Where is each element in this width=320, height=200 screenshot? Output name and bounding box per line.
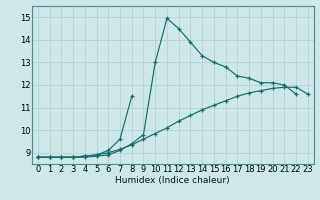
X-axis label: Humidex (Indice chaleur): Humidex (Indice chaleur): [116, 176, 230, 185]
